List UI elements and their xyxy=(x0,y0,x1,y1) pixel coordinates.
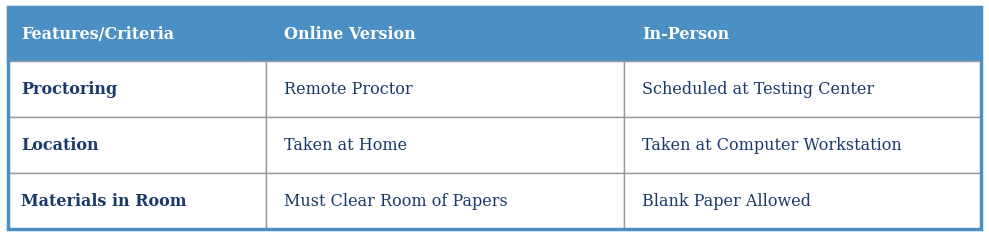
Text: Must Clear Room of Papers: Must Clear Room of Papers xyxy=(284,193,507,210)
Text: Taken at Home: Taken at Home xyxy=(284,137,406,154)
Bar xyxy=(266,173,624,229)
Text: Location: Location xyxy=(21,137,99,154)
Bar xyxy=(624,173,981,229)
Bar xyxy=(8,117,266,173)
Text: Taken at Computer Workstation: Taken at Computer Workstation xyxy=(642,137,902,154)
Bar xyxy=(624,117,981,173)
Text: Materials in Room: Materials in Room xyxy=(21,193,186,210)
Text: Online Version: Online Version xyxy=(284,26,415,43)
Text: Scheduled at Testing Center: Scheduled at Testing Center xyxy=(642,81,874,98)
Text: Proctoring: Proctoring xyxy=(21,81,117,98)
Bar xyxy=(8,7,266,61)
Bar xyxy=(624,7,981,61)
Bar xyxy=(266,61,624,117)
Bar xyxy=(266,117,624,173)
Bar xyxy=(8,173,266,229)
Bar xyxy=(8,61,266,117)
Text: Remote Proctor: Remote Proctor xyxy=(284,81,412,98)
Bar xyxy=(266,7,624,61)
Text: Blank Paper Allowed: Blank Paper Allowed xyxy=(642,193,811,210)
Text: In-Person: In-Person xyxy=(642,26,729,43)
Text: Features/Criteria: Features/Criteria xyxy=(21,26,174,43)
Bar xyxy=(624,61,981,117)
